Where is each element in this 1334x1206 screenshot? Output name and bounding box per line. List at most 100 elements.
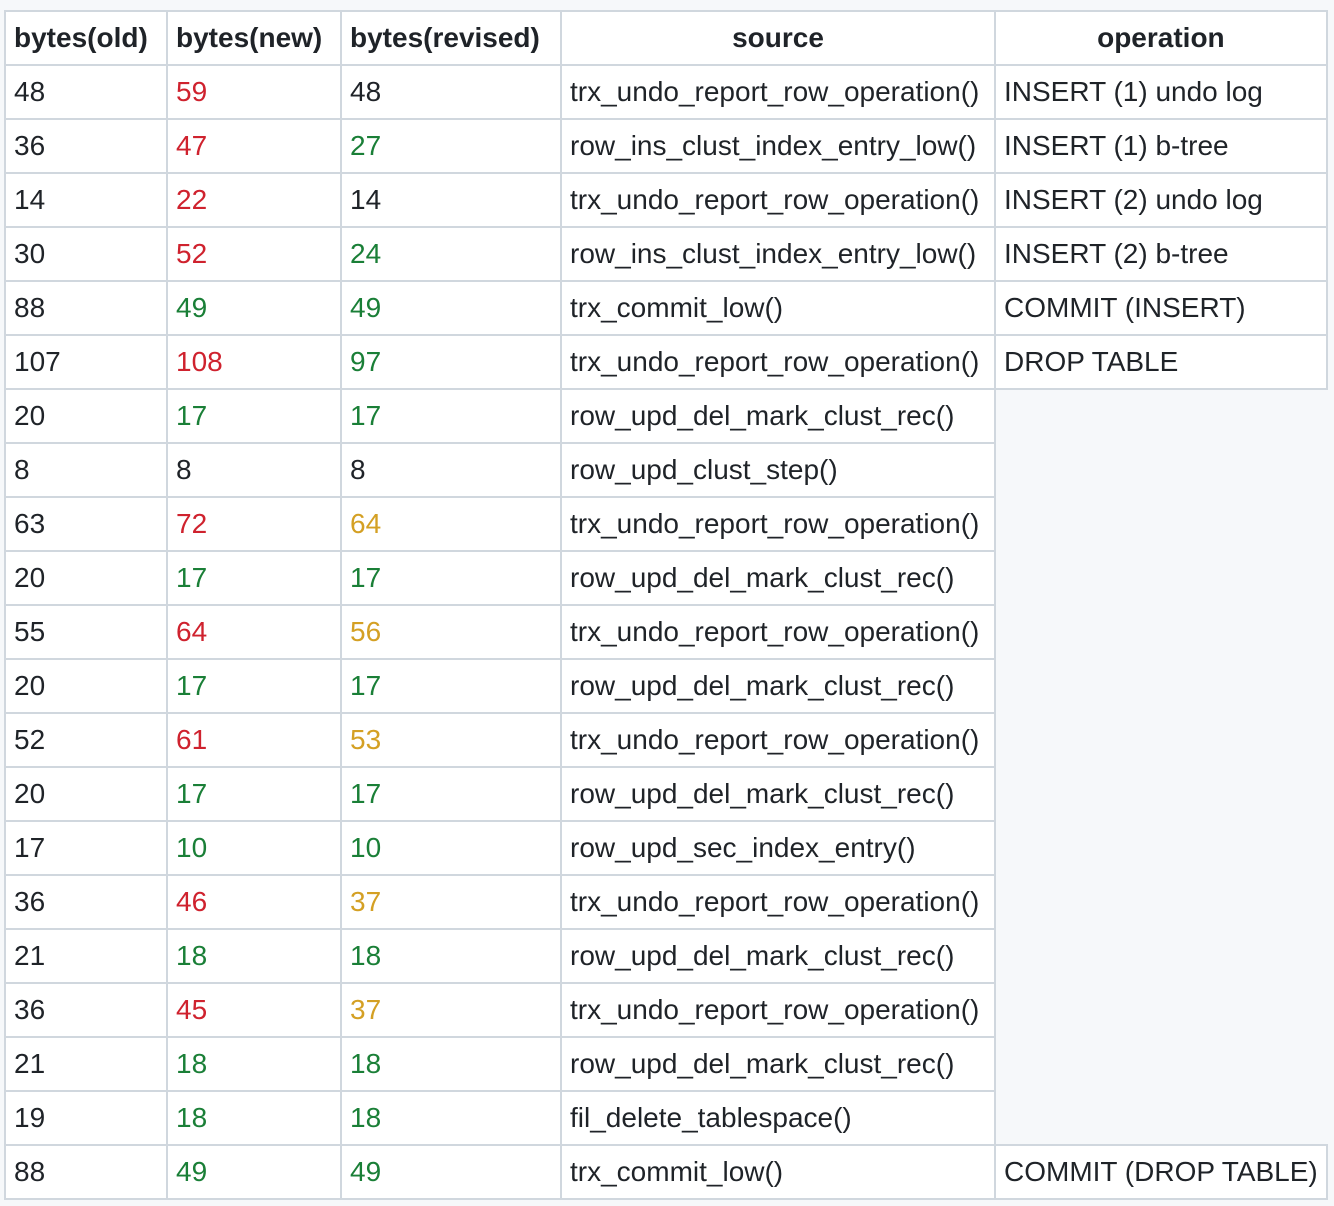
cell-bytes-new: 49	[166, 1144, 342, 1200]
cell-bytes-old: 36	[4, 982, 168, 1038]
byte-comparison-table: bytes(old) bytes(new) bytes(revised) sou…	[4, 10, 1328, 1200]
cell-bytes-new: 10	[166, 820, 342, 876]
cell-bytes-old: 17	[4, 820, 168, 876]
cell-bytes-new: 17	[166, 766, 342, 822]
cell-bytes-revised: 27	[340, 118, 562, 174]
cell-operation-empty	[995, 929, 1327, 983]
cell-bytes-new: 8	[166, 442, 342, 498]
cell-bytes-revised: 49	[340, 1144, 562, 1200]
cell-bytes-revised: 17	[340, 550, 562, 606]
table-row: 17 10 10 row_upd_sec_index_entry()	[4, 820, 1327, 876]
table-body: 48 59 48 trx_undo_report_row_operation() INS…	[4, 64, 1328, 1200]
table-row: 36 47 27 row_ins_clust_index_entry_low() INS…	[4, 118, 1328, 174]
cell-source: trx_commit_low()	[560, 280, 996, 336]
cell-bytes-new: 22	[166, 172, 342, 228]
cell-bytes-old: 107	[4, 334, 168, 390]
cell-source: trx_undo_report_row_operation()	[560, 496, 996, 552]
cell-bytes-old: 21	[4, 928, 168, 984]
header-bytes-old: bytes(old)	[4, 10, 168, 66]
cell-source: trx_undo_report_row_operation()	[560, 172, 996, 228]
cell-bytes-revised: 18	[340, 928, 562, 984]
cell-bytes-old: 19	[4, 1090, 168, 1146]
cell-bytes-old: 63	[4, 496, 168, 552]
byte-comparison-table-wrapper: bytes(old) bytes(new) bytes(revised) sou…	[4, 10, 1328, 1200]
header-bytes-revised: bytes(revised)	[340, 10, 562, 66]
cell-operation-empty	[995, 389, 1327, 443]
header-source: source	[560, 10, 996, 66]
cell-bytes-new: 52	[166, 226, 342, 282]
cell-bytes-new: 64	[166, 604, 342, 660]
cell-operation-empty	[995, 767, 1327, 821]
table-row: 107 108 97 trx_undo_report_row_operation() D…	[4, 334, 1328, 390]
cell-bytes-old: 20	[4, 658, 168, 714]
cell-bytes-revised: 17	[340, 766, 562, 822]
cell-operation-empty	[995, 875, 1327, 929]
cell-source: trx_undo_report_row_operation()	[560, 64, 996, 120]
table-row: 88 49 49 trx_commit_low() COMMIT (DROP TABLE…	[4, 1144, 1328, 1200]
cell-bytes-old: 8	[4, 442, 168, 498]
cell-operation-empty	[995, 713, 1327, 767]
cell-operation: INSERT (1) b-tree	[994, 118, 1328, 174]
cell-bytes-old: 55	[4, 604, 168, 660]
cell-operation: INSERT (2) b-tree	[994, 226, 1328, 282]
cell-operation-empty	[995, 443, 1327, 497]
cell-bytes-revised: 49	[340, 280, 562, 336]
cell-bytes-old: 52	[4, 712, 168, 768]
cell-bytes-revised: 14	[340, 172, 562, 228]
cell-bytes-new: 47	[166, 118, 342, 174]
header-bytes-new: bytes(new)	[166, 10, 342, 66]
cell-operation-empty	[995, 605, 1327, 659]
table-row: 36 46 37 trx_undo_report_row_operation()	[4, 874, 1327, 930]
cell-operation: COMMIT (DROP TABLE)	[994, 1144, 1328, 1200]
table-row: 20 17 17 row_upd_del_mark_clust_rec()	[4, 388, 1327, 444]
cell-bytes-old: 21	[4, 1036, 168, 1092]
cell-source: row_upd_del_mark_clust_rec()	[560, 928, 996, 984]
cell-source: row_upd_sec_index_entry()	[560, 820, 996, 876]
table-row: 14 22 14 trx_undo_report_row_operation() INS…	[4, 172, 1328, 228]
cell-source: trx_undo_report_row_operation()	[560, 982, 996, 1038]
table-row: 36 45 37 trx_undo_report_row_operation()	[4, 982, 1327, 1038]
cell-bytes-old: 36	[4, 874, 168, 930]
cell-bytes-new: 72	[166, 496, 342, 552]
table-header: bytes(old) bytes(new) bytes(revised) sou…	[4, 10, 1328, 66]
cell-bytes-revised: 97	[340, 334, 562, 390]
cell-operation: COMMIT (INSERT)	[994, 280, 1328, 336]
cell-bytes-new: 49	[166, 280, 342, 336]
table-row: 20 17 17 row_upd_del_mark_clust_rec()	[4, 550, 1327, 606]
cell-bytes-revised: 10	[340, 820, 562, 876]
header-row: bytes(old) bytes(new) bytes(revised) sou…	[4, 10, 1328, 66]
cell-source: trx_undo_report_row_operation()	[560, 874, 996, 930]
cell-source: trx_undo_report_row_operation()	[560, 334, 996, 390]
cell-source: trx_commit_low()	[560, 1144, 996, 1200]
cell-source: trx_undo_report_row_operation()	[560, 712, 996, 768]
cell-bytes-old: 48	[4, 64, 168, 120]
cell-operation-empty	[995, 497, 1327, 551]
cell-source: row_upd_del_mark_clust_rec()	[560, 550, 996, 606]
cell-operation-empty	[995, 821, 1327, 875]
cell-source: fil_delete_tablespace()	[560, 1090, 996, 1146]
cell-operation-empty	[995, 1091, 1327, 1145]
cell-operation-empty	[995, 983, 1327, 1037]
cell-bytes-old: 88	[4, 280, 168, 336]
cell-bytes-new: 17	[166, 658, 342, 714]
cell-bytes-new: 17	[166, 550, 342, 606]
cell-bytes-new: 45	[166, 982, 342, 1038]
cell-operation: INSERT (2) undo log	[994, 172, 1328, 228]
header-operation: operation	[994, 10, 1328, 66]
cell-bytes-revised: 48	[340, 64, 562, 120]
table-row: 48 59 48 trx_undo_report_row_operation() INS…	[4, 64, 1328, 120]
cell-bytes-new: 108	[166, 334, 342, 390]
cell-bytes-revised: 37	[340, 982, 562, 1038]
cell-source: row_upd_del_mark_clust_rec()	[560, 388, 996, 444]
cell-bytes-revised: 17	[340, 388, 562, 444]
cell-source: row_upd_clust_step()	[560, 442, 996, 498]
table-row: 19 18 18 fil_delete_tablespace()	[4, 1090, 1327, 1146]
cell-bytes-new: 46	[166, 874, 342, 930]
table-row: 52 61 53 trx_undo_report_row_operation()	[4, 712, 1327, 768]
cell-bytes-revised: 37	[340, 874, 562, 930]
cell-bytes-old: 20	[4, 550, 168, 606]
table-row: 88 49 49 trx_commit_low() COMMIT (INSERT)	[4, 280, 1328, 336]
table-row: 21 18 18 row_upd_del_mark_clust_rec()	[4, 928, 1327, 984]
table-row: 21 18 18 row_upd_del_mark_clust_rec()	[4, 1036, 1327, 1092]
cell-source: row_upd_del_mark_clust_rec()	[560, 1036, 996, 1092]
